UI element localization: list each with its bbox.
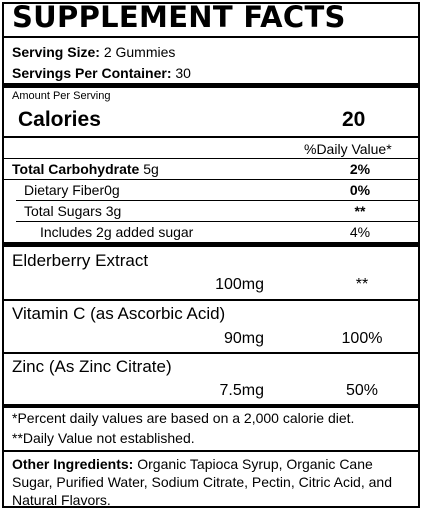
servings-per-container-value: 30 [175, 65, 191, 81]
serving-size: Serving Size: 2 Gummies [12, 44, 175, 60]
thick-divider [4, 404, 418, 408]
other-ingredients-text: Organic Tapioca Syrup, Organic Cane Suga… [12, 456, 392, 508]
other-ingredients-label: Other Ingredients: [12, 456, 134, 472]
nutrient-row: Dietary Fiber0g [24, 182, 120, 198]
calories-label: Calories [18, 108, 101, 131]
ingredient-dv: 100% [341, 330, 383, 347]
nutrient-label: Total Carbohydrate [12, 161, 140, 177]
ingredient-amount: 7.5mg [219, 382, 264, 399]
divider [4, 450, 418, 452]
divider [16, 221, 418, 222]
daily-value-header: %Daily Value* [304, 141, 392, 157]
panel-title: SUPPLEMENT FACTS [12, 0, 346, 34]
divider [4, 158, 418, 159]
nutrient-amount: 5g [143, 161, 159, 177]
amount-per-serving: Amount Per Serving [12, 90, 111, 102]
nutrient-dv: 0% [349, 182, 371, 198]
ingredient-amount: 90mg [223, 330, 264, 347]
servings-per-container-label: Servings Per Container: [12, 65, 172, 81]
nutrient-label: Dietary Fiber [24, 182, 105, 198]
divider [4, 352, 418, 354]
thick-divider [4, 83, 418, 88]
thick-divider [4, 242, 418, 247]
ingredient-label: Elderberry Extract [12, 251, 149, 270]
ingredient-amount: 100mg [215, 276, 264, 293]
nutrient-amount: 3g [105, 203, 122, 219]
nutrient-row: Total Sugars 3g [24, 203, 121, 219]
footnote-percent: *Percent daily values are based on a 2,0… [12, 410, 355, 426]
nutrient-label: Includes 2g added sugar [40, 224, 194, 240]
footnote-not-established: **Daily Value not established. [12, 430, 195, 446]
ingredient-dv: ** [355, 276, 369, 293]
ingredient-label: Vitamin C (as Ascorbic Acid) [12, 304, 226, 323]
nutrient-label: Total Sugars [24, 203, 102, 219]
serving-size-value: 2 Gummies [103, 44, 176, 60]
other-ingredients: Other Ingredients: Organic Tapioca Syrup… [12, 455, 412, 509]
servings-per-container: Servings Per Container: 30 [12, 65, 191, 81]
divider [4, 179, 418, 180]
calories-value: 20 [342, 108, 366, 131]
nutrient-row: Total Carbohydrate 5g [12, 161, 159, 177]
nutrient-dv: ** [354, 203, 366, 219]
nutrient-amount: 0g [104, 182, 120, 198]
supplement-facts-panel: SUPPLEMENT FACTS Serving Size: 2 Gummies… [2, 0, 420, 509]
serving-size-label: Serving Size: [12, 44, 100, 60]
divider [4, 299, 418, 301]
divider [16, 200, 418, 201]
ingredient-label: Zinc (As Zinc Citrate) [12, 357, 172, 376]
divider [4, 136, 418, 138]
ingredient-dv: 50% [345, 382, 379, 399]
nutrient-dv: 4% [349, 224, 371, 240]
nutrient-dv: 2% [349, 161, 371, 177]
divider [4, 36, 418, 38]
